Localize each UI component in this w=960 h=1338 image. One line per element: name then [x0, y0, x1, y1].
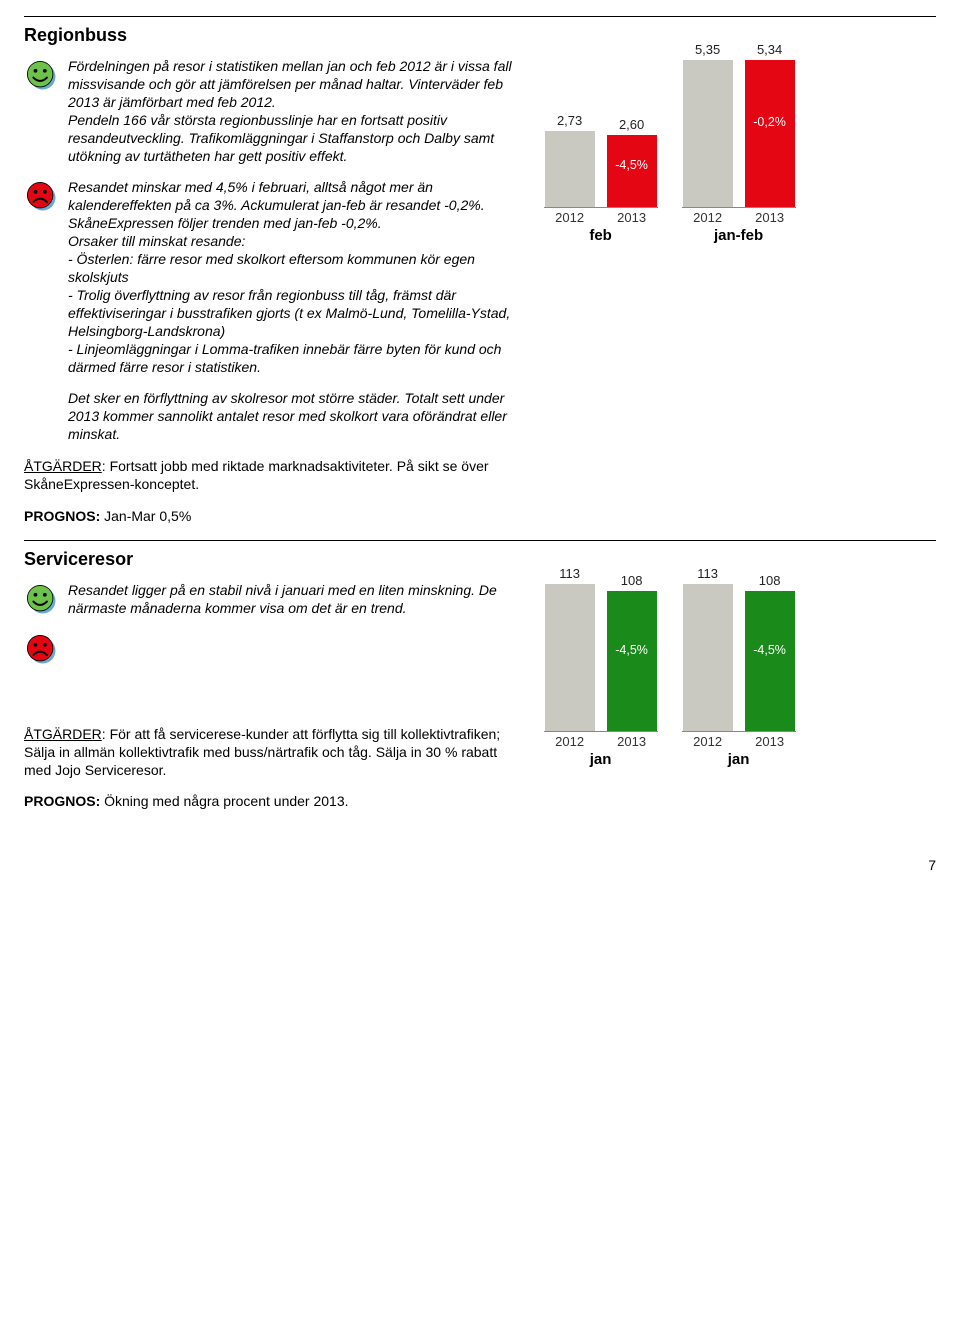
section-regionbuss: Regionbuss Fördelningen på resor i stati…: [24, 16, 936, 532]
tick-year: 2012: [544, 734, 596, 749]
prognos-label-sr: PROGNOS:: [24, 793, 100, 809]
bar-delta: -4,5%: [615, 158, 648, 172]
right-serviceresor-charts: 113108-4,5%20122013jan113108-4,5%2012201…: [534, 582, 936, 818]
bar-value: 2,73: [557, 113, 582, 128]
right-regionbuss-charts: 2,73 2,60 -4,5% 2012 2013 feb 5,355,34-0,2% 201…: [534, 58, 936, 532]
bar-delta: -4,5%: [615, 643, 648, 657]
mini-chart: 5,355,34-0,2% 2012 2013 jan-feb: [682, 58, 796, 532]
heading-serviceresor: Serviceresor: [24, 549, 936, 570]
atgarder-label-sr: ÅTGÄRDER: [24, 726, 102, 742]
bar-rect: [683, 60, 733, 207]
bar-value: 5,34: [757, 42, 782, 57]
ticks-row: 2012 2013: [544, 734, 658, 749]
happy-text-sr: Resandet ligger på en stabil nivå i janu…: [68, 582, 516, 618]
bar-rect: [545, 584, 595, 731]
bar: 113: [682, 566, 734, 731]
bar-delta: -0,2%: [753, 115, 786, 129]
bar: 108 -4,5%: [606, 573, 658, 731]
row-serviceresor: Resandet ligger på en stabil nivå i janu…: [24, 582, 936, 818]
row-regionbuss: Fördelningen på resor i statistiken mell…: [24, 58, 936, 532]
bar: 2,60 -4,5%: [606, 117, 658, 207]
tick-year: 2013: [606, 734, 658, 749]
page-number: 7: [24, 857, 936, 873]
bar-value: 5,35: [695, 42, 720, 57]
period-label: jan-feb: [714, 227, 763, 244]
bar-value: 113: [559, 566, 580, 581]
prognos-text-sr: Ökning med några procent under 2013.: [100, 793, 348, 809]
ticks-row: 2012 2013: [544, 210, 658, 225]
bar-rect: [683, 584, 733, 731]
mini-chart: 113108-4,5% 2012 2013 jan: [544, 582, 658, 818]
bar-value: 108: [621, 573, 643, 588]
left-regionbuss: Fördelningen på resor i statistiken mell…: [24, 58, 516, 532]
bar-value: 108: [759, 573, 781, 588]
tick-year: 2013: [744, 210, 796, 225]
tick-year: 2013: [606, 210, 658, 225]
bar-rect: -4,5%: [607, 591, 657, 731]
bar-rect: -4,5%: [607, 135, 657, 207]
block-sad: Resandet minskar med 4,5% i februari, al…: [24, 179, 516, 376]
bar-value: 2,60: [619, 117, 644, 132]
mini-chart: 2,73 2,60 -4,5% 2012 2013 feb: [544, 58, 658, 532]
tick-year: 2012: [544, 210, 596, 225]
bar: 108 -4,5%: [744, 573, 796, 731]
block-extra: Det sker en förflyttning av skolresor mo…: [24, 390, 516, 444]
bar: 113: [544, 566, 596, 731]
bar: 2,73: [544, 113, 596, 207]
prognos-text: Jan-Mar 0,5%: [100, 508, 191, 524]
happy-text: Fördelningen på resor i statistiken mell…: [68, 58, 516, 165]
ticks-row: 2012 2013: [682, 734, 796, 749]
bar: 5,35: [682, 42, 734, 207]
atgarder-block: ÅTGÄRDER: Fortsatt jobb med riktade mark…: [24, 458, 516, 494]
prognos-block-sr: PROGNOS: Ökning med några procent under …: [24, 793, 516, 809]
period-label: jan: [728, 751, 750, 768]
bars-area: 2,73 2,60 -4,5%: [544, 58, 658, 208]
bar-value: 113: [697, 566, 718, 581]
happy-face-icon: [24, 58, 60, 92]
block-happy: Fördelningen på resor i statistiken mell…: [24, 58, 516, 165]
sad-face-icon: [24, 632, 60, 666]
prognos-block: PROGNOS: Jan-Mar 0,5%: [24, 508, 516, 524]
heading-regionbuss: Regionbuss: [24, 25, 936, 46]
bar-delta: -4,5%: [753, 643, 786, 657]
bars-area: 113108-4,5%: [544, 582, 658, 732]
sad-face-icon: [24, 179, 60, 213]
bar: 5,34 -0,2%: [744, 42, 796, 207]
left-serviceresor: Resandet ligger på en stabil nivå i janu…: [24, 582, 516, 818]
bar-rect: [545, 131, 595, 207]
happy-face-icon: [24, 582, 60, 616]
period-label: feb: [589, 227, 612, 244]
ticks-row: 2012 2013: [682, 210, 796, 225]
bar-rect: -0,2%: [745, 60, 795, 207]
section-serviceresor: Serviceresor Resandet ligger på en stabi…: [24, 540, 936, 818]
atgarder-block-sr: ÅTGÄRDER: För att få servicerese-kunder …: [24, 726, 516, 780]
period-label: jan: [590, 751, 612, 768]
tick-year: 2013: [744, 734, 796, 749]
tick-year: 2012: [682, 210, 734, 225]
sad-text: Resandet minskar med 4,5% i februari, al…: [68, 179, 516, 376]
extra-text: Det sker en förflyttning av skolresor mo…: [68, 390, 516, 444]
block-happy-sr: Resandet ligger på en stabil nivå i janu…: [24, 582, 516, 618]
prognos-label: PROGNOS:: [24, 508, 100, 524]
mini-chart: 113108-4,5% 2012 2013 jan: [682, 582, 796, 818]
atgarder-label: ÅTGÄRDER: [24, 458, 102, 474]
tick-year: 2012: [682, 734, 734, 749]
bars-area: 5,355,34-0,2%: [682, 58, 796, 208]
block-sad-sr: [24, 632, 516, 666]
bars-area: 113108-4,5%: [682, 582, 796, 732]
bar-rect: -4,5%: [745, 591, 795, 731]
